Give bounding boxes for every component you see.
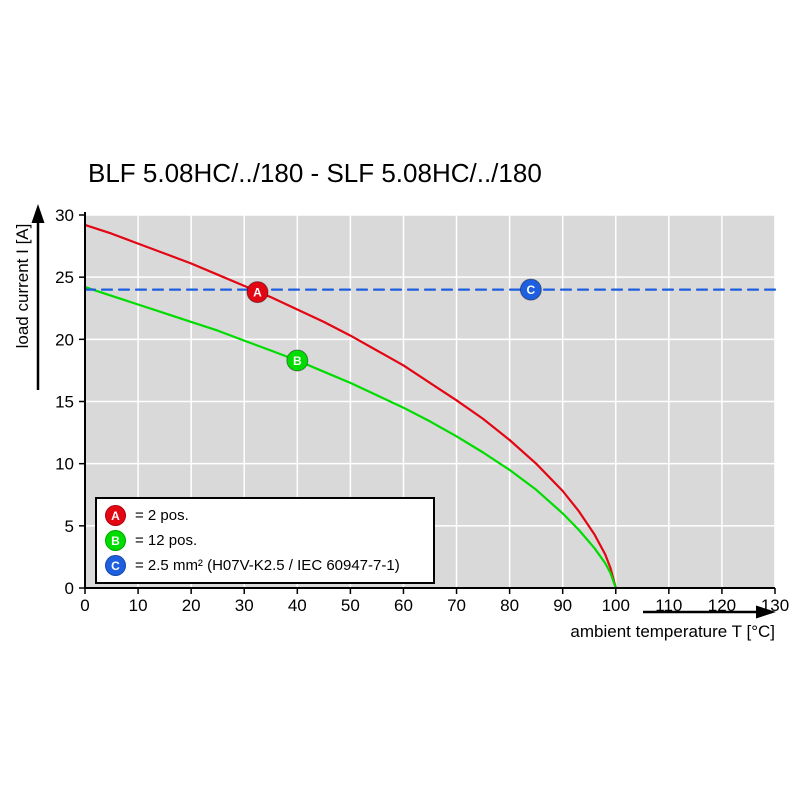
legend-marker-b-icon: B [105, 530, 126, 551]
legend-item-c: C = 2.5 mm² (H07V-K2.5 / IEC 60947-7-1) [105, 555, 425, 576]
x-tick-label: 60 [394, 596, 413, 615]
curve-marker-c: C [519, 278, 542, 301]
curve-marker-b: B [286, 349, 309, 372]
y-tick-label: 25 [55, 268, 74, 287]
legend-item-a: A = 2 pos. [105, 505, 425, 526]
legend-label-c: = 2.5 mm² (H07V-K2.5 / IEC 60947-7-1) [135, 557, 400, 574]
legend: A = 2 pos. B = 12 pos. C = 2.5 mm² (H07V… [95, 497, 435, 584]
curve-marker-a: A [246, 281, 269, 304]
tick-labels: 0 10 20 30 40 50 60 70 80 90 100 110 120 130 0 5 10 15 20 2… [55, 206, 789, 615]
legend-label-a: = 2 pos. [135, 507, 189, 524]
x-tick-label: 10 [129, 596, 148, 615]
curve-marker-letter: A [253, 286, 262, 300]
series-a-curve [83, 223, 617, 590]
x-tick-label: 130 [761, 596, 789, 615]
y-tick-label: 20 [55, 330, 74, 349]
x-tick-label: 70 [447, 596, 466, 615]
y-tick-label: 0 [65, 579, 74, 598]
x-tick-label: 90 [553, 596, 572, 615]
y-tick-label: 15 [55, 393, 74, 412]
legend-marker-a-letter: A [111, 508, 120, 523]
x-tick-label: 110 [655, 596, 682, 615]
y-axis-direction-arrow-icon [31, 204, 45, 390]
legend-marker-a-icon: A [105, 505, 126, 526]
y-tick-label: 10 [55, 455, 74, 474]
x-tick-label: 20 [182, 596, 201, 615]
x-tick-label: 50 [341, 596, 360, 615]
legend-item-b: B = 12 pos. [105, 530, 425, 551]
x-tick-label: 0 [80, 596, 89, 615]
series-b-curve [83, 286, 617, 590]
curve-marker-letter: B [293, 354, 302, 368]
x-tick-label: 80 [500, 596, 519, 615]
legend-marker-c-icon: C [105, 555, 126, 576]
x-axis-label: ambient temperature T [°C] [570, 622, 775, 641]
x-tick-label: 40 [288, 596, 307, 615]
curve-marker-letter: C [527, 283, 536, 297]
x-tick-label: 30 [235, 596, 254, 615]
y-tick-label: 5 [65, 517, 74, 536]
x-axis-direction-arrow-icon [643, 605, 776, 619]
x-tick-label: 100 [602, 596, 630, 615]
x-tick-label: 120 [708, 596, 736, 615]
legend-label-b: = 12 pos. [135, 532, 198, 549]
legend-marker-b-letter: B [111, 533, 120, 548]
chart-title: BLF 5.08HC/../180 - SLF 5.08HC/../180 [88, 158, 542, 188]
legend-marker-c-letter: C [111, 558, 120, 573]
y-tick-label: 30 [55, 206, 74, 225]
